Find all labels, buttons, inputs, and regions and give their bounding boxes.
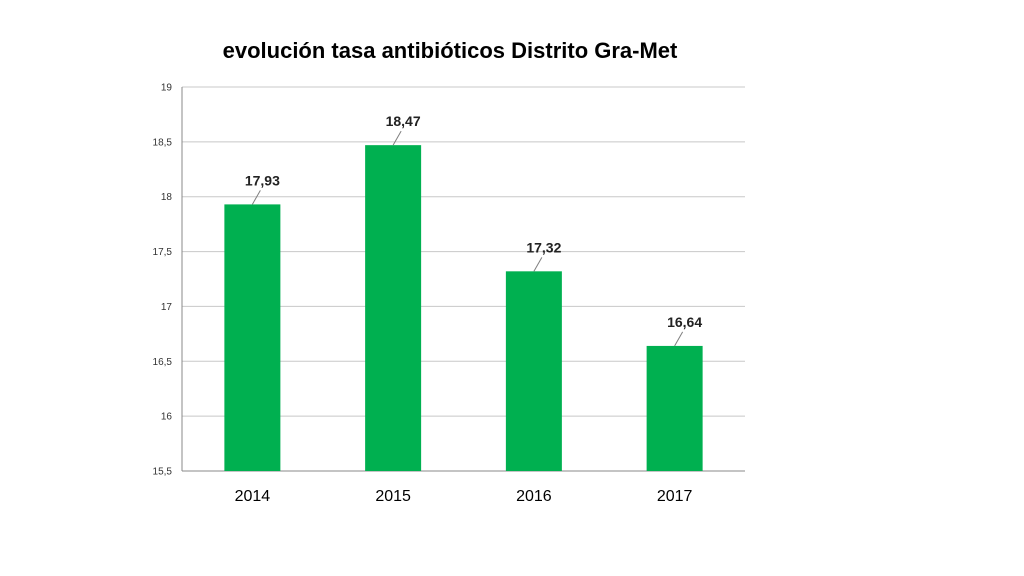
x-tick-label: 2015 [375,488,411,505]
chart-title: evolución tasa antibióticos Distrito Gra… [222,38,678,63]
bar [365,145,422,472]
y-axis-tick-labels: 15,5 16 16,5 17 17,5 18 18,5 19 [153,83,173,478]
bars [224,145,703,472]
data-label: 17,32 [526,239,561,255]
data-label-leader [533,257,543,272]
bar [505,271,562,471]
bar [224,204,281,471]
data-label-leader [674,331,684,347]
data-label-leader [251,190,261,205]
x-tick-label: 2017 [657,488,693,505]
y-tick-label: 15,5 [153,467,173,478]
data-label-leader [392,130,402,146]
y-tick-label: 16 [161,412,173,423]
x-tick-label: 2016 [516,488,552,505]
y-tick-label: 17,5 [153,247,173,258]
data-label: 17,93 [245,172,280,188]
data-label: 16,64 [667,314,702,330]
y-tick-label: 16,5 [153,357,173,368]
x-tick-label: 2014 [235,488,271,505]
y-tick-label: 18 [161,192,173,203]
y-tick-label: 17 [161,302,173,313]
data-label-leaders [251,130,684,347]
y-tick-label: 18,5 [153,137,173,148]
data-labels: 17,93 18,47 17,32 16,64 [245,113,702,330]
data-label: 18,47 [386,113,421,129]
x-axis-tick-labels: 2014 2015 2016 2017 [235,488,693,505]
bar [646,345,703,471]
y-tick-label: 19 [161,83,173,94]
